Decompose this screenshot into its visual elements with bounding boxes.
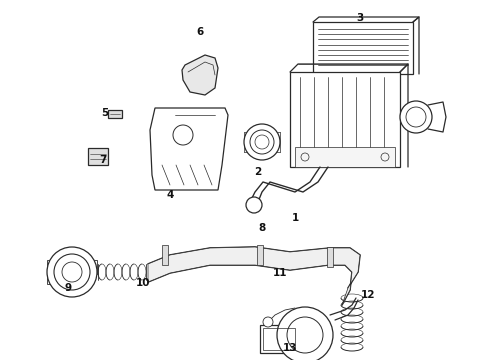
- Circle shape: [277, 307, 333, 360]
- Text: 12: 12: [361, 290, 375, 300]
- Text: 3: 3: [356, 13, 364, 23]
- Circle shape: [47, 247, 97, 297]
- Bar: [313, 22, 413, 74]
- Bar: [260, 325, 298, 353]
- Bar: [263, 328, 295, 350]
- Bar: [47, 260, 57, 284]
- Polygon shape: [88, 148, 108, 165]
- Circle shape: [246, 197, 262, 213]
- Text: 9: 9: [65, 283, 72, 293]
- Circle shape: [263, 317, 273, 327]
- Bar: [290, 72, 400, 167]
- Text: 4: 4: [166, 190, 173, 200]
- Text: 8: 8: [258, 223, 266, 233]
- Bar: [327, 247, 333, 267]
- Text: 11: 11: [273, 268, 287, 278]
- Polygon shape: [108, 110, 122, 118]
- Bar: [257, 245, 263, 265]
- Circle shape: [244, 124, 280, 160]
- Text: 10: 10: [136, 278, 150, 288]
- Circle shape: [400, 101, 432, 133]
- Text: 1: 1: [292, 213, 298, 223]
- Polygon shape: [150, 108, 228, 190]
- Bar: [162, 245, 168, 265]
- Bar: [295, 147, 395, 167]
- Polygon shape: [148, 247, 360, 305]
- Text: 7: 7: [99, 155, 107, 165]
- Text: 2: 2: [254, 167, 262, 177]
- Polygon shape: [182, 55, 218, 95]
- Circle shape: [173, 125, 193, 145]
- Text: 6: 6: [196, 27, 204, 37]
- Text: 13: 13: [283, 343, 297, 353]
- Text: 5: 5: [101, 108, 109, 118]
- Bar: [87, 260, 97, 274]
